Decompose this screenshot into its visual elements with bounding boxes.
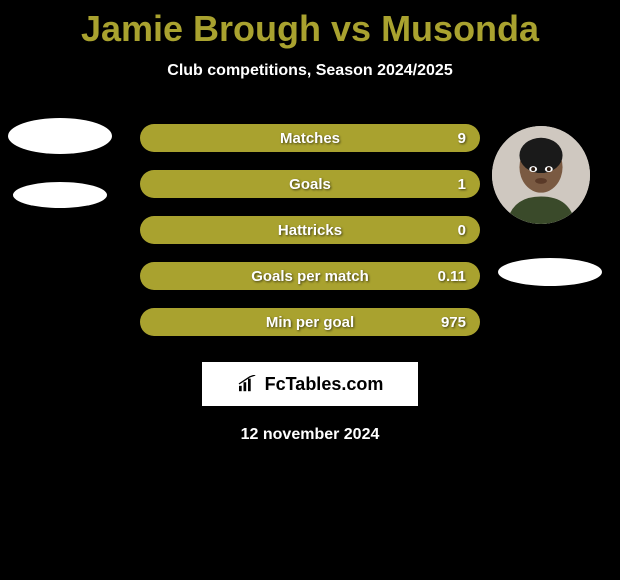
stat-bar-hattricks: Hattricks 0	[140, 216, 480, 244]
player1-name: Jamie Brough	[81, 8, 321, 49]
brand-text: FcTables.com	[265, 374, 384, 395]
placeholder-ellipse	[13, 182, 107, 208]
stat-label: Hattricks	[278, 222, 342, 239]
placeholder-ellipse	[8, 118, 112, 154]
stat-label: Min per goal	[266, 314, 354, 331]
stat-value: 0	[458, 222, 466, 239]
stat-value: 975	[441, 314, 466, 331]
stat-value: 1	[458, 176, 466, 193]
date-text: 12 november 2024	[0, 426, 620, 444]
stat-bar-goals: Goals 1	[140, 170, 480, 198]
subtitle: Club competitions, Season 2024/2025	[0, 62, 620, 80]
stat-bar-min-per-goal: Min per goal 975	[140, 308, 480, 336]
player2-name: Musonda	[381, 8, 539, 49]
left-placeholder-group	[8, 118, 112, 208]
avatar-icon	[492, 126, 590, 224]
chart-icon	[237, 375, 259, 393]
stat-label: Goals per match	[251, 268, 369, 285]
player2-avatar	[492, 126, 590, 224]
brand-box: FcTables.com	[202, 362, 418, 406]
comparison-title: Jamie Brough vs Musonda	[0, 0, 620, 50]
stat-label: Matches	[280, 130, 340, 147]
stat-label: Goals	[289, 176, 331, 193]
stat-value: 0.11	[438, 268, 466, 285]
vs-text: vs	[331, 8, 371, 49]
stat-bar-goals-per-match: Goals per match 0.11	[140, 262, 480, 290]
stat-bar-matches: Matches 9	[140, 124, 480, 152]
stat-value: 9	[458, 130, 466, 147]
placeholder-ellipse	[498, 258, 602, 286]
